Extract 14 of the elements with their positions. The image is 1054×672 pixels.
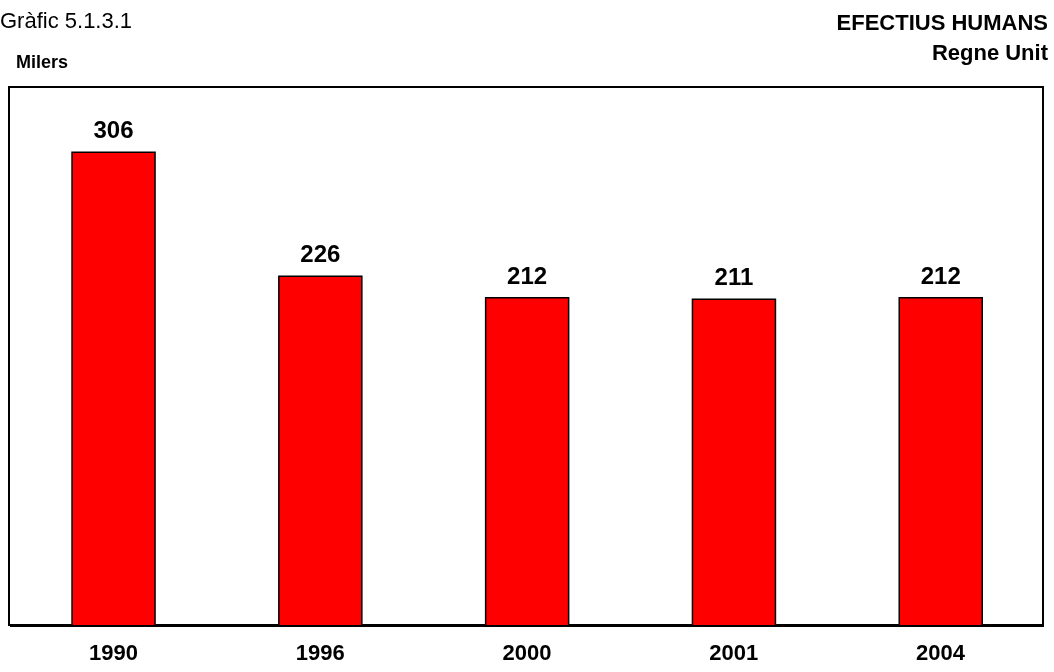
data-label: 212 [920, 261, 961, 289]
x-tick-label: 1996 [295, 639, 345, 665]
data-label: 212 [507, 261, 548, 289]
chart-title: EFECTIUS HUMANS [836, 9, 1048, 37]
x-tick-label: 2004 [916, 639, 966, 665]
data-label: 211 [714, 263, 754, 291]
data-label: 306 [93, 116, 134, 144]
chart-subtitle: Regne Unit [930, 39, 1048, 67]
y-axis-title: Milers [16, 52, 69, 73]
x-tick-label: 1990 [88, 639, 138, 665]
x-tick-label: 2001 [709, 639, 759, 665]
x-tick-label: 2000 [502, 639, 552, 665]
data-label: 226 [300, 240, 341, 268]
text: Gràfic 5.1.3.1 [0, 8, 133, 34]
